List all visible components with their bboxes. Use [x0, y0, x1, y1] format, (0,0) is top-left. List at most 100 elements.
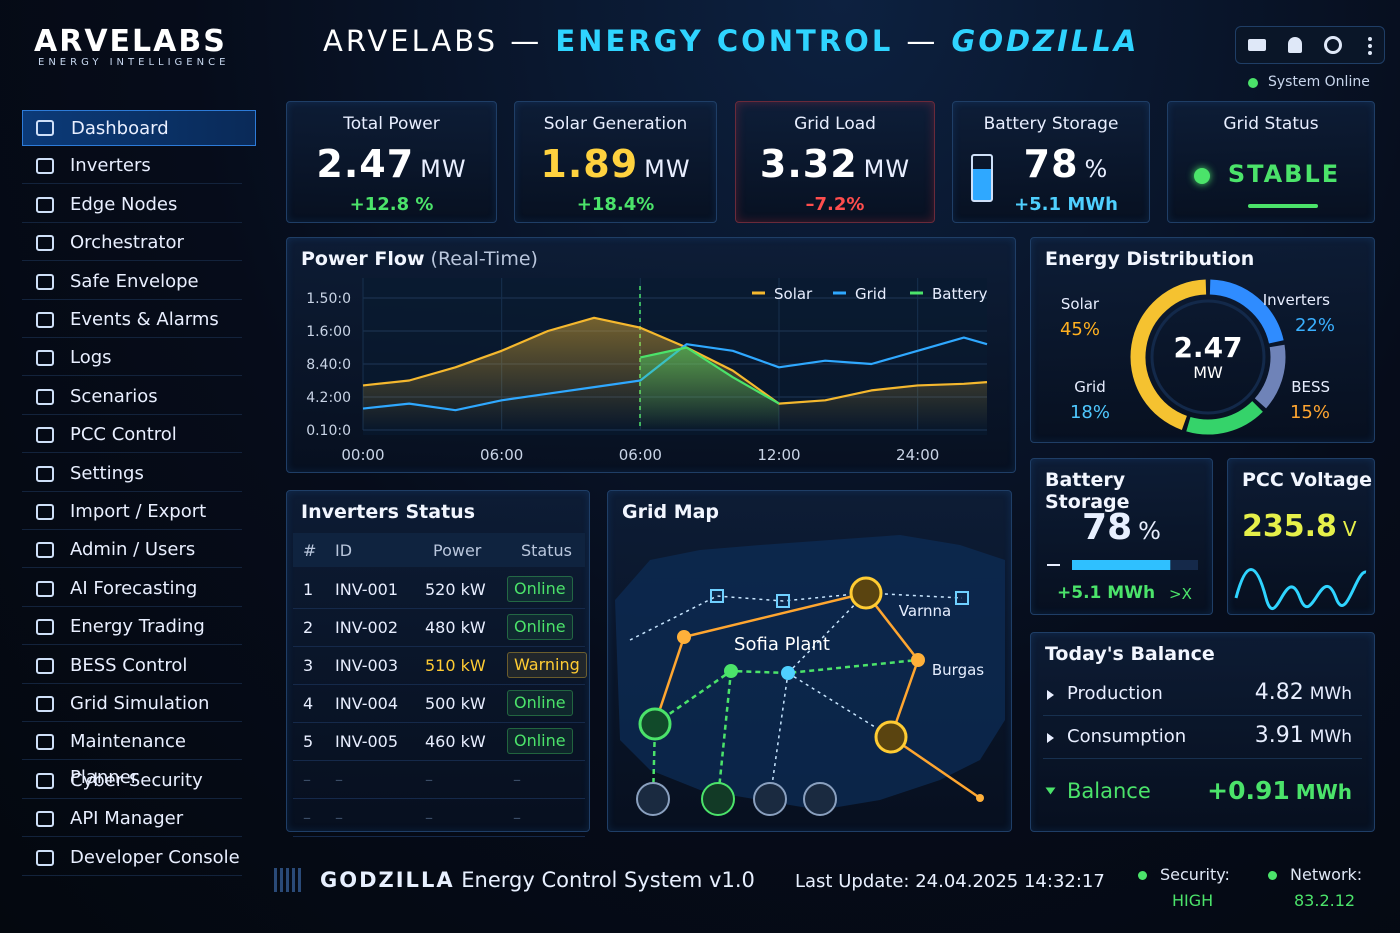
- network-value: 83.2.12: [1294, 891, 1356, 910]
- footer-product: GODZILLA Energy Control System v1.0: [320, 868, 755, 892]
- kpi-number: 1.89: [540, 142, 639, 186]
- sidebar-item[interactable]: Edge Nodes: [22, 187, 242, 223]
- balance-unit: MWh: [1309, 684, 1352, 704]
- security-dot: [1138, 871, 1147, 880]
- table-cell: –: [303, 808, 311, 827]
- menu-icon[interactable]: [1248, 39, 1266, 51]
- title-part: GODZILLA: [951, 24, 1140, 58]
- kpi-change: +5.1 MWh: [1014, 194, 1118, 215]
- status-badge: Online: [507, 614, 573, 640]
- title-part: ENERGY CONTROL: [555, 24, 894, 58]
- status-dot: [1248, 78, 1258, 88]
- pcc-panel: PCC Voltage 235.8 V: [1227, 458, 1375, 615]
- network-label: Network:: [1290, 865, 1363, 884]
- header-title: ARVELABS — ENERGY CONTROL — GODZILLA: [323, 24, 1139, 58]
- kpi-number: 78: [1023, 142, 1079, 186]
- kpi-label: Grid Load: [794, 114, 876, 134]
- kpi-value: 2.47 MW: [287, 142, 496, 186]
- inverters-panel: Inverters Status # ID Power Status 1 INV-001 5…: [286, 490, 590, 837]
- sidebar-icon: [36, 619, 54, 636]
- sidebar-icon: [36, 120, 54, 136]
- table-header: Power: [433, 541, 482, 560]
- status-badge: Warning: [507, 652, 587, 678]
- product-name: GODZILLA: [320, 868, 455, 892]
- sidebar-icon: [36, 196, 54, 213]
- table-row-line: [293, 760, 585, 761]
- balance-arrow: [1047, 690, 1054, 700]
- kpi-number: 3.32: [759, 142, 858, 186]
- kpi-unit: MW: [863, 155, 911, 183]
- sidebar-icon: [36, 734, 54, 751]
- bell-icon[interactable]: [1288, 37, 1302, 53]
- table-header: Status: [521, 541, 572, 560]
- panel-title: Battery Storage: [1045, 469, 1130, 513]
- sidebar-item[interactable]: Events & Alarms: [22, 302, 242, 338]
- table-cell: INV-004: [335, 694, 399, 713]
- sidebar-icon: [36, 657, 54, 674]
- sidebar-icon: [36, 235, 54, 252]
- table-header: ID: [335, 541, 353, 560]
- sidebar-item[interactable]: PCC Control: [22, 417, 242, 454]
- sidebar-item[interactable]: BESS Control: [22, 648, 242, 684]
- sidebar-icon: [36, 158, 54, 175]
- sidebar-item[interactable]: Import / Export: [22, 494, 242, 530]
- table-cell: –: [335, 808, 343, 827]
- kpi-label: Solar Generation: [543, 114, 688, 134]
- balance-line: [1043, 758, 1362, 759]
- sidebar-item[interactable]: Grid Simulation: [22, 686, 242, 722]
- sidebar-item[interactable]: Logs: [22, 340, 242, 377]
- sidebar-item[interactable]: Orchestrator: [22, 225, 242, 262]
- sidebar-icon: [36, 465, 54, 482]
- kpi-number: STABLE: [1227, 160, 1341, 188]
- balance-line: [1043, 715, 1362, 716]
- table-header: #: [303, 541, 317, 560]
- kpi-value: 1.89 MW: [515, 142, 716, 186]
- status-badge: Online: [507, 690, 573, 716]
- balance-arrow: [1047, 733, 1054, 743]
- footer-icon: [274, 868, 304, 892]
- sidebar-icon: [36, 772, 54, 789]
- last-update: Last Update: 24.04.2025 14:32:17: [795, 871, 1105, 892]
- sidebar-icon: [36, 504, 54, 520]
- security-value: HIGH: [1172, 891, 1214, 910]
- brand-name: ARVELABS: [34, 24, 227, 59]
- sidebar-icon: [36, 542, 54, 559]
- sidebar-item[interactable]: Cyber Security: [22, 763, 242, 799]
- system-status: System Online: [1268, 74, 1370, 90]
- status-badge: –: [513, 808, 521, 827]
- sidebar-item[interactable]: AI Forecasting: [22, 571, 242, 607]
- sidebar-item[interactable]: Safe Envelope: [22, 264, 242, 300]
- panel-title: Inverters Status: [301, 501, 476, 523]
- sidebar-item[interactable]: API Manager: [22, 801, 242, 838]
- table-row-line: [293, 798, 585, 799]
- more-icon[interactable]: [1368, 37, 1372, 55]
- kpi-value: 3.32 MW: [736, 142, 934, 186]
- sidebar-item[interactable]: Scenarios: [22, 379, 242, 415]
- table-cell: 5: [303, 732, 314, 751]
- balance-panel: Today's Balance Production 4.82 MWh Consump…: [1030, 632, 1375, 832]
- table-cell: INV-002: [335, 618, 399, 637]
- table-row-line: [293, 722, 585, 723]
- battery-value: 78%: [1031, 507, 1212, 548]
- table-cell: –: [425, 770, 433, 789]
- kpi-change: +12.8 %: [349, 194, 434, 215]
- pcc-number: 235.8: [1242, 509, 1337, 544]
- sidebar-item[interactable]: Inverters: [22, 148, 242, 185]
- settings-icon[interactable]: [1324, 36, 1342, 54]
- sidebar-item[interactable]: Energy Trading: [22, 609, 242, 646]
- sidebar-item[interactable]: Developer Console: [22, 840, 242, 876]
- kpi-value: 78%: [953, 142, 1149, 186]
- network-dot: [1268, 871, 1277, 880]
- balance-unit: MWh: [1309, 727, 1352, 747]
- brand-tagline: ENERGY INTELLIGENCE: [38, 57, 230, 68]
- kpi-label: Battery Storage: [983, 114, 1119, 134]
- product-rest: Energy Control System v1.0: [461, 868, 755, 892]
- sidebar-item[interactable]: Settings: [22, 456, 242, 492]
- kpi-unit: MW: [644, 155, 691, 183]
- grid-map-panel: Grid Map: [607, 490, 1012, 832]
- sidebar-item[interactable]: Dashboard: [22, 110, 256, 146]
- table-cell: 510 kW: [425, 656, 486, 675]
- sidebar-item[interactable]: Admin / Users: [22, 532, 242, 569]
- sidebar-item[interactable]: Maintenance Planner: [22, 724, 242, 788]
